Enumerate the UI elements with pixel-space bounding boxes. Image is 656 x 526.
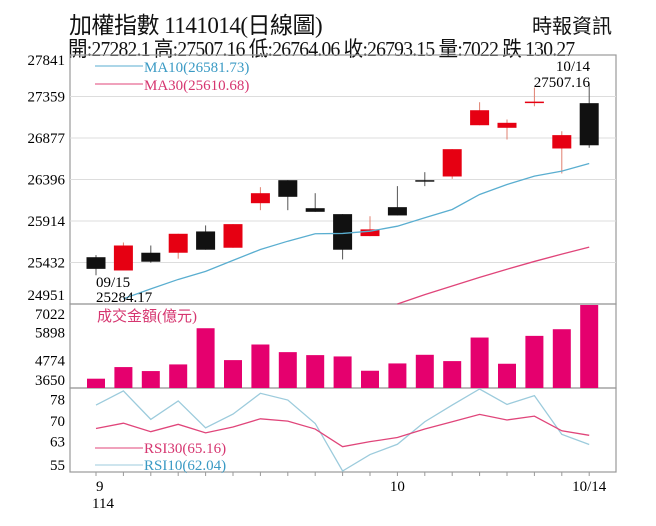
- candle-body: [387, 207, 407, 216]
- volume-bar: [306, 355, 325, 388]
- volume-bar: [333, 356, 352, 388]
- candle-body: [278, 180, 298, 197]
- candle-body: [470, 110, 490, 126]
- volume-bar: [251, 344, 270, 388]
- candle-body: [141, 252, 161, 262]
- candle-body: [442, 149, 462, 177]
- volume-bar: [415, 354, 434, 388]
- x-tick-label: 9: [96, 479, 104, 495]
- ma10-legend: MA10(26581.73): [144, 60, 249, 76]
- price-tick-label: 25914: [28, 214, 66, 230]
- rsi30-line: [95, 413, 590, 448]
- volume-bar: [525, 335, 544, 388]
- x-year-label: 114: [92, 496, 114, 512]
- candle-body: [552, 135, 572, 149]
- ma30-line: [397, 246, 590, 305]
- volume-title: 成交金額(億元): [97, 307, 197, 325]
- volume-bar: [498, 363, 516, 388]
- price-tick-label: 24951: [28, 288, 66, 304]
- candle-body: [305, 208, 325, 212]
- volume-bar: [224, 360, 242, 388]
- volume-bar: [361, 370, 379, 388]
- volume-bar: [114, 367, 133, 388]
- volume-bar: [169, 364, 188, 388]
- rsi-tick-label: 78: [50, 393, 65, 409]
- rsi10-line: [95, 388, 590, 472]
- candle-body: [196, 231, 216, 250]
- candle-body: [168, 233, 188, 253]
- rsi-tick-label: 63: [50, 435, 65, 451]
- price-tick-label: 25432: [28, 256, 66, 272]
- price-tick-label: 27359: [28, 90, 66, 106]
- volume-bar: [470, 337, 489, 388]
- volume-tick-label: 4774: [35, 353, 66, 369]
- price-tick-label: 26396: [28, 173, 66, 189]
- source-label: 時報資訊: [532, 16, 612, 38]
- high-value-label: 27507.16: [534, 75, 591, 91]
- volume-bar: [196, 328, 215, 388]
- rsi30-legend: RSI30(65.16): [144, 441, 226, 457]
- volume-bar: [580, 305, 599, 388]
- ohlc-stats: 開:27282.1 高:27507.16 低:26764.06 收:26793.…: [68, 37, 575, 61]
- price-tick-label: 27841: [28, 53, 66, 69]
- volume-bar: [278, 352, 297, 388]
- candle-body: [223, 224, 243, 248]
- x-tick-label: 10: [390, 479, 405, 495]
- low-date-label: 09/15: [96, 275, 130, 291]
- ma10-line: [123, 162, 590, 300]
- volume-bar: [141, 371, 160, 388]
- candle-body: [360, 229, 380, 237]
- candle-body: [113, 245, 133, 271]
- price-tick-label: 26877: [28, 131, 66, 147]
- rsi-tick-label: 55: [50, 458, 65, 474]
- high-date-label: 10/14: [556, 59, 591, 75]
- candle-body: [250, 193, 270, 204]
- candle-body: [497, 122, 517, 128]
- candle-body: [86, 257, 106, 269]
- volume-bar: [87, 378, 105, 388]
- chart-title: 加權指數 1141014(日線圖): [69, 13, 323, 38]
- volume-bar: [443, 361, 462, 388]
- volume-tick-label: 3650: [35, 373, 65, 389]
- candle-body: [415, 180, 435, 182]
- volume-bar: [388, 363, 407, 388]
- rsi10-legend: RSI10(62.04): [144, 458, 226, 474]
- rsi-tick-label: 70: [50, 414, 65, 430]
- volume-tick-label: 7022: [35, 307, 65, 323]
- ma30-legend: MA30(25610.68): [144, 78, 249, 94]
- low-value-label: 25284.17: [96, 290, 153, 306]
- candle-body: [579, 103, 599, 146]
- candle-body: [524, 101, 544, 104]
- x-tick-label: 10/14: [572, 479, 607, 495]
- volume-tick-label: 5898: [35, 326, 65, 342]
- candle-body: [333, 214, 353, 250]
- volume-bar: [552, 329, 571, 388]
